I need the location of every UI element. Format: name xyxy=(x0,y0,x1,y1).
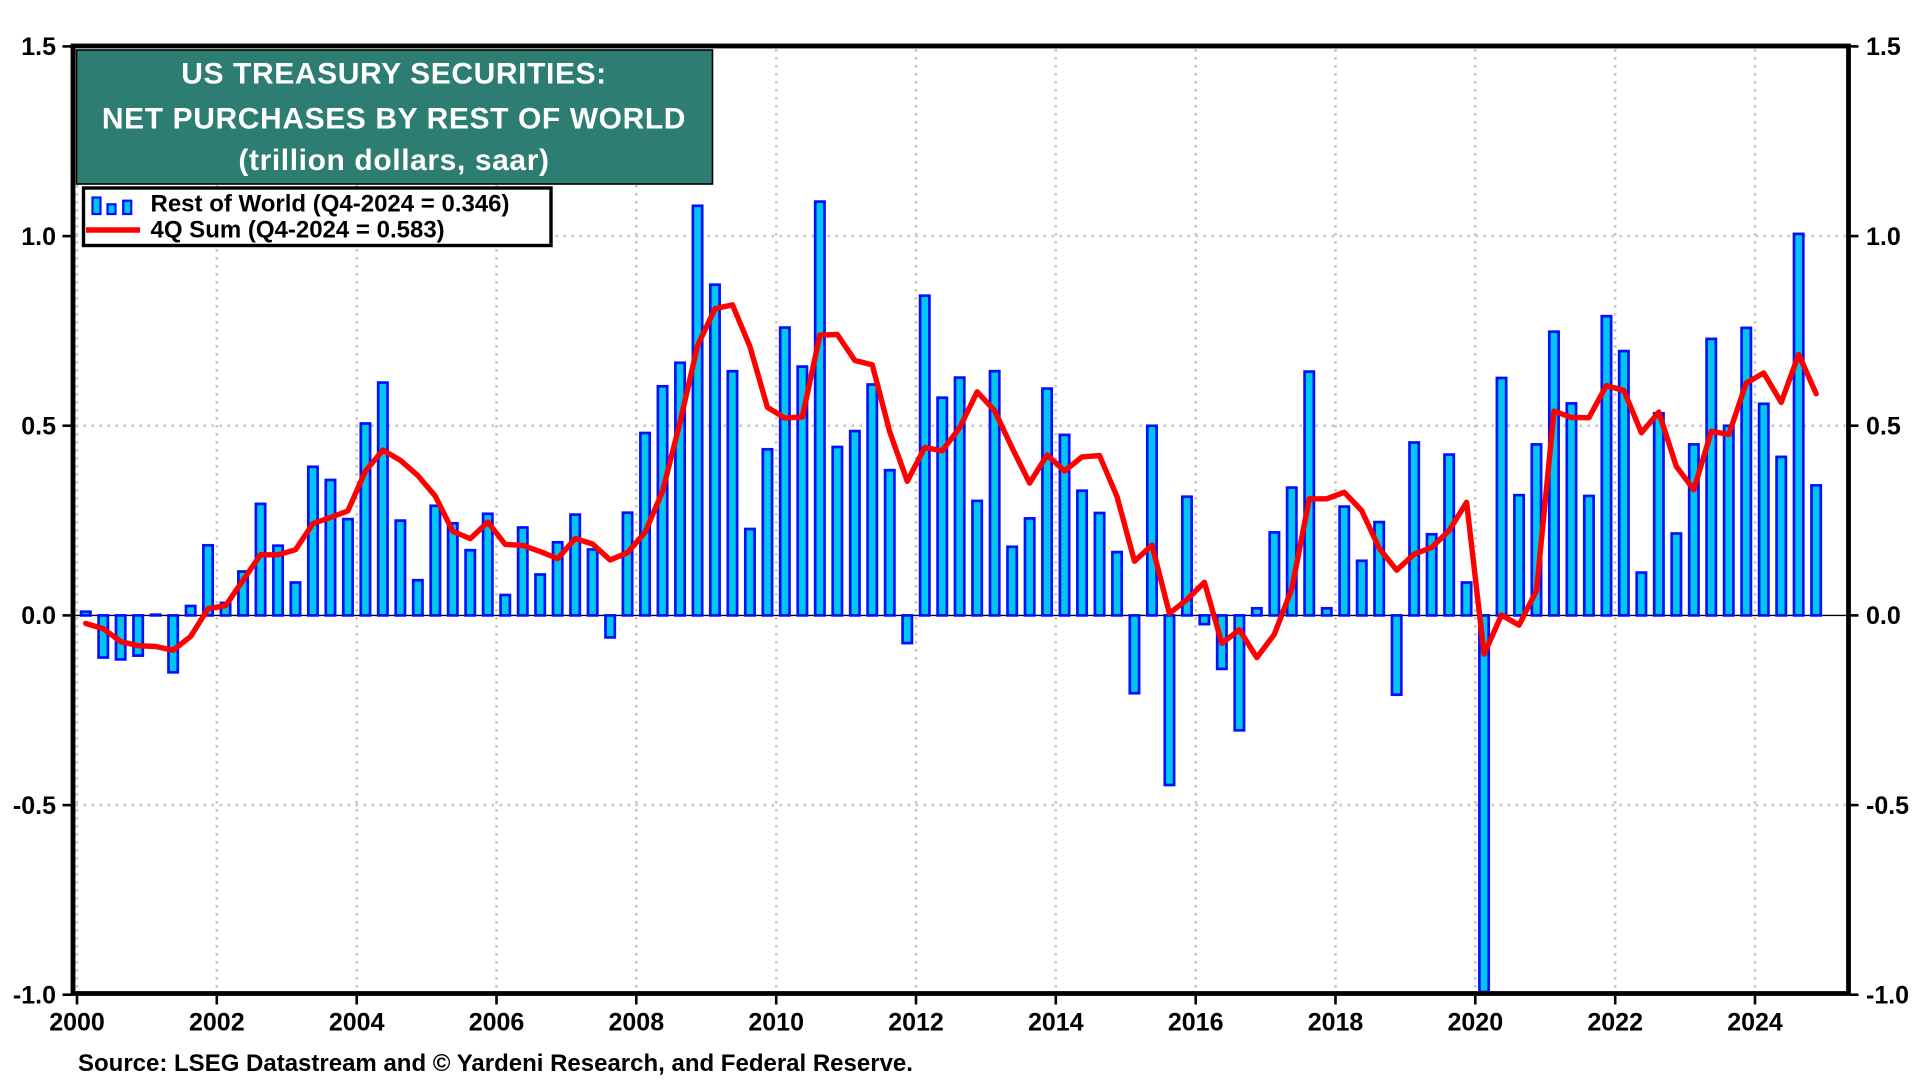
svg-text:2008: 2008 xyxy=(608,1009,664,1037)
svg-text:NET PURCHASES BY REST OF WORLD: NET PURCHASES BY REST OF WORLD xyxy=(102,103,686,136)
svg-text:US TREASURY SECURITIES:: US TREASURY SECURITIES: xyxy=(181,58,607,91)
svg-text:(trillion dollars, saar): (trillion dollars, saar) xyxy=(238,144,549,177)
svg-text:1.0: 1.0 xyxy=(21,223,56,251)
svg-text:2012: 2012 xyxy=(888,1009,944,1037)
svg-text:2022: 2022 xyxy=(1587,1009,1643,1037)
svg-text:4Q Sum (Q4-2024 = 0.583): 4Q Sum (Q4-2024 = 0.583) xyxy=(151,216,445,243)
svg-text:0.0: 0.0 xyxy=(1866,602,1901,630)
svg-text:2002: 2002 xyxy=(189,1009,245,1037)
svg-text:1.0: 1.0 xyxy=(1866,223,1901,251)
svg-text:2004: 2004 xyxy=(329,1009,385,1037)
svg-text:Rest of World (Q4-2024 = 0.346: Rest of World (Q4-2024 = 0.346) xyxy=(151,190,510,217)
svg-text:0.5: 0.5 xyxy=(21,413,56,441)
svg-text:2010: 2010 xyxy=(748,1009,804,1037)
svg-text:2024: 2024 xyxy=(1727,1009,1783,1037)
svg-text:2016: 2016 xyxy=(1168,1009,1224,1037)
svg-text:-1.0: -1.0 xyxy=(1866,982,1909,1010)
svg-text:2014: 2014 xyxy=(1028,1009,1084,1037)
svg-text:2006: 2006 xyxy=(469,1009,525,1037)
svg-text:2020: 2020 xyxy=(1447,1009,1503,1037)
svg-text:Source: LSEG Datastream and ©: Source: LSEG Datastream and © Yardeni Re… xyxy=(78,1050,913,1077)
svg-text:2018: 2018 xyxy=(1308,1009,1364,1037)
svg-text:-0.5: -0.5 xyxy=(13,792,56,820)
svg-text:-1.0: -1.0 xyxy=(13,982,56,1010)
svg-text:1.5: 1.5 xyxy=(21,33,56,61)
svg-text:0.5: 0.5 xyxy=(1866,413,1901,441)
svg-text:0.0: 0.0 xyxy=(21,602,56,630)
svg-text:1.5: 1.5 xyxy=(1866,33,1901,61)
svg-text:2000: 2000 xyxy=(49,1009,105,1037)
svg-text:-0.5: -0.5 xyxy=(1866,792,1909,820)
